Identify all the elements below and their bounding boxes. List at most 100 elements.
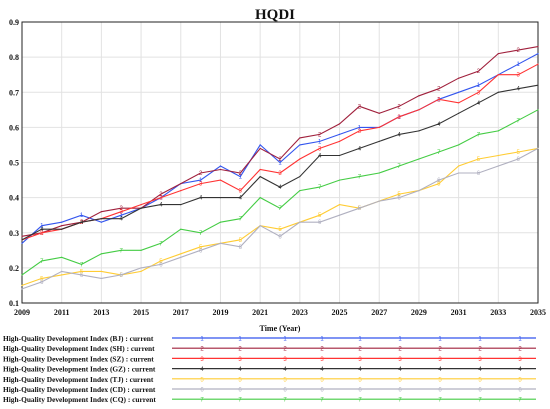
data-point bbox=[438, 98, 440, 100]
data-point bbox=[537, 109, 539, 111]
data-point bbox=[477, 70, 480, 72]
series-marker-label: 1 bbox=[120, 213, 124, 219]
y-tick-label: 0.3 bbox=[9, 229, 19, 238]
x-tick-label: 2023 bbox=[292, 308, 308, 317]
data-point bbox=[477, 158, 480, 160]
series-marker-label: 6 bbox=[80, 273, 84, 279]
data-point bbox=[180, 228, 182, 230]
data-point bbox=[100, 211, 102, 213]
legend-marker: 1 bbox=[200, 337, 204, 343]
legend-marker: 2 bbox=[518, 347, 522, 353]
series-marker-label: 2 bbox=[358, 104, 362, 110]
data-point bbox=[378, 172, 380, 174]
legend-marker: 7 bbox=[478, 398, 482, 404]
data-point bbox=[299, 190, 301, 192]
data-point bbox=[259, 168, 261, 171]
data-point bbox=[219, 197, 222, 199]
legend-marker: 6 bbox=[478, 388, 482, 394]
series-marker-label: 2 bbox=[120, 206, 124, 212]
x-tick-label: 2017 bbox=[173, 308, 189, 317]
data-point bbox=[219, 242, 222, 244]
data-point bbox=[239, 172, 241, 174]
data-point bbox=[239, 218, 241, 220]
y-tick-label: 0.1 bbox=[9, 299, 19, 308]
legend-marker: 3 bbox=[320, 357, 324, 363]
series-marker-label: 5 bbox=[358, 206, 362, 212]
series-marker-label: 3 bbox=[120, 210, 124, 216]
data-point bbox=[279, 228, 281, 230]
legend-marker: 1 bbox=[358, 337, 362, 343]
series-line bbox=[21, 147, 539, 286]
series-marker-label: 1 bbox=[516, 62, 520, 68]
legend-marker: 5 bbox=[320, 377, 324, 383]
data-point bbox=[299, 175, 301, 178]
series-marker-label: 4 bbox=[120, 217, 124, 223]
data-point bbox=[120, 207, 122, 209]
data-point bbox=[160, 193, 162, 195]
legend-marker: 1 bbox=[238, 337, 242, 343]
legend-marker: 1 bbox=[398, 337, 402, 343]
series-marker-label: 7 bbox=[80, 262, 84, 268]
legend-marker: 3 bbox=[283, 357, 287, 363]
series-marker-label: 7 bbox=[437, 150, 441, 156]
data-point bbox=[219, 179, 222, 181]
series-marker-label: 2 bbox=[239, 171, 243, 177]
x-tick-label: 2021 bbox=[252, 308, 268, 317]
legend-marker: 6 bbox=[358, 388, 362, 394]
series-3: 3 3 3 3 3 3 3 3 3 3 3 3 3 bbox=[21, 63, 539, 241]
data-point bbox=[160, 263, 162, 265]
series-marker-label: 3 bbox=[80, 220, 84, 226]
legend-marker: 1 bbox=[478, 337, 482, 343]
series-marker-label: 1 bbox=[477, 83, 481, 89]
series-marker-label: 2 bbox=[40, 231, 44, 237]
series-marker-label: 6 bbox=[516, 157, 520, 163]
data-point bbox=[279, 207, 281, 209]
data-point bbox=[378, 112, 380, 114]
series-marker-label: 4 bbox=[239, 196, 243, 202]
legend-marker: 2 bbox=[438, 347, 442, 353]
series-marker-label: 7 bbox=[477, 132, 481, 138]
data-point bbox=[299, 144, 301, 146]
x-tick-labels: 2009 2011 2013 2015 2017 2019 2021 2023 2025 2027… bbox=[14, 308, 546, 317]
legend-marker: 6 bbox=[238, 388, 242, 394]
legend-marker: 5 bbox=[283, 377, 287, 383]
series-marker-label: 3 bbox=[318, 146, 322, 152]
data-point bbox=[338, 204, 341, 206]
legend-marker: 2 bbox=[398, 347, 402, 353]
series-marker-label: 4 bbox=[40, 227, 44, 233]
series-marker-label: 6 bbox=[239, 245, 243, 251]
series-marker-label: 2 bbox=[278, 157, 282, 163]
legend-marker: 5 bbox=[478, 377, 482, 383]
legend-marker: 4 bbox=[238, 367, 242, 373]
data-point bbox=[497, 91, 499, 93]
legend-marker: 1 bbox=[320, 337, 324, 343]
series-marker-label: 7 bbox=[159, 241, 163, 247]
y-tick-label: 0.2 bbox=[9, 264, 19, 273]
data-point bbox=[319, 140, 321, 143]
series-marker-label: 1 bbox=[397, 115, 401, 121]
data-point bbox=[438, 179, 440, 181]
data-point bbox=[497, 53, 499, 55]
series-marker-label: 3 bbox=[239, 189, 243, 195]
legend-marker: 4 bbox=[438, 367, 442, 373]
data-point bbox=[180, 182, 182, 185]
x-tick-label: 2031 bbox=[451, 308, 467, 317]
legend-marker: 7 bbox=[200, 398, 204, 404]
series-marker-label: 1 bbox=[358, 125, 362, 131]
data-point bbox=[239, 197, 241, 199]
data-point bbox=[398, 105, 400, 107]
legend-marker: 6 bbox=[518, 388, 522, 394]
data-point bbox=[418, 130, 420, 132]
series-marker-label: 5 bbox=[120, 273, 124, 279]
data-point bbox=[319, 221, 321, 223]
data-point bbox=[338, 154, 341, 157]
series-marker-label: 1 bbox=[437, 97, 441, 103]
data-point bbox=[358, 105, 360, 107]
legend-label: High-Quality Development Index (SZ) : cu… bbox=[3, 354, 154, 363]
series-marker-label: 7 bbox=[120, 248, 124, 254]
series-marker-label: 6 bbox=[397, 196, 401, 202]
data-point bbox=[438, 88, 440, 90]
series-marker-label: 5 bbox=[437, 182, 441, 188]
data-point bbox=[41, 260, 43, 262]
data-point bbox=[80, 221, 83, 223]
